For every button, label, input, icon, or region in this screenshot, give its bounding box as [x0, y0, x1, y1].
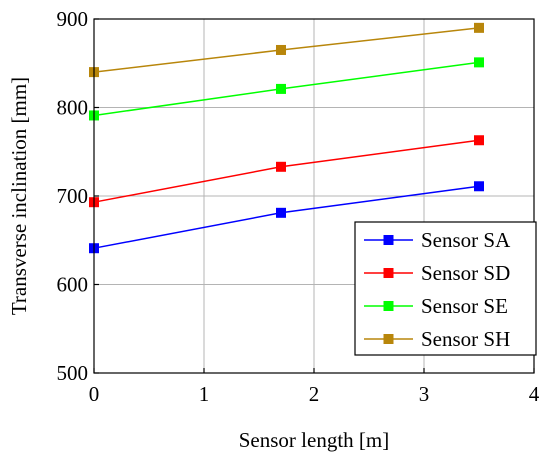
- legend-label: Sensor SE: [421, 294, 508, 318]
- x-tick-label: 1: [199, 382, 210, 406]
- y-tick-label: 500: [57, 361, 89, 385]
- x-axis-label: Sensor length [m]: [239, 428, 389, 452]
- plot-frame: [93, 18, 535, 374]
- legend-marker: [383, 268, 394, 278]
- legend-label: Sensor SH: [421, 327, 510, 351]
- y-axis-label: Transverse inclination [mm]: [7, 77, 31, 315]
- x-tick-label: 3: [419, 382, 430, 406]
- data-point: [276, 161, 286, 172]
- legend-marker: [383, 235, 394, 245]
- data-point: [474, 135, 484, 146]
- y-axis-ticks: 500 600 700 800 900: [57, 7, 99, 385]
- legend-marker: [383, 301, 394, 311]
- y-tick-label: 700: [57, 184, 89, 208]
- legend: Sensor SA Sensor SD Sensor SE Sensor SH: [354, 221, 537, 356]
- y-tick-label: 800: [57, 96, 89, 120]
- data-point: [276, 83, 286, 94]
- grid-lines: [94, 19, 534, 373]
- x-tick-label: 2: [309, 382, 320, 406]
- x-tick-label: 4: [529, 382, 540, 406]
- x-axis-ticks: 0 1 2 3 4: [89, 368, 540, 406]
- legend-label: Sensor SD: [421, 261, 510, 285]
- y-tick-label: 600: [57, 273, 89, 297]
- x-tick-label: 0: [89, 382, 100, 406]
- data-point: [474, 181, 484, 192]
- y-tick-label: 900: [57, 7, 89, 31]
- data-point: [474, 57, 484, 68]
- data-point: [474, 22, 484, 33]
- data-point: [276, 44, 286, 55]
- legend-label: Sensor SA: [421, 228, 511, 252]
- data-point: [276, 207, 286, 218]
- legend-marker: [383, 334, 394, 344]
